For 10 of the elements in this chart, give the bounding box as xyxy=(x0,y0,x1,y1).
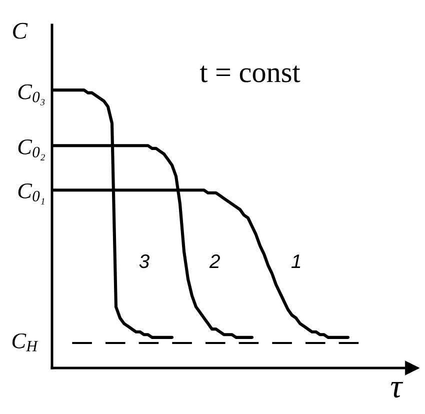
text: C$_{0₃}$ xyxy=(18,84,45,106)
text: C$_{0₂}$ xyxy=(18,139,45,160)
x-axis-title: τ xyxy=(390,382,404,398)
series-label: 2 xyxy=(209,254,220,268)
series-label: 3 xyxy=(139,254,150,268)
text: C$_{0₁}$ xyxy=(18,183,44,204)
y-axis-title: C xyxy=(13,22,28,39)
ref-line-label: C$_{H}$ xyxy=(12,333,38,352)
series-label: 1 xyxy=(291,254,300,268)
text: t = const xyxy=(200,66,300,82)
